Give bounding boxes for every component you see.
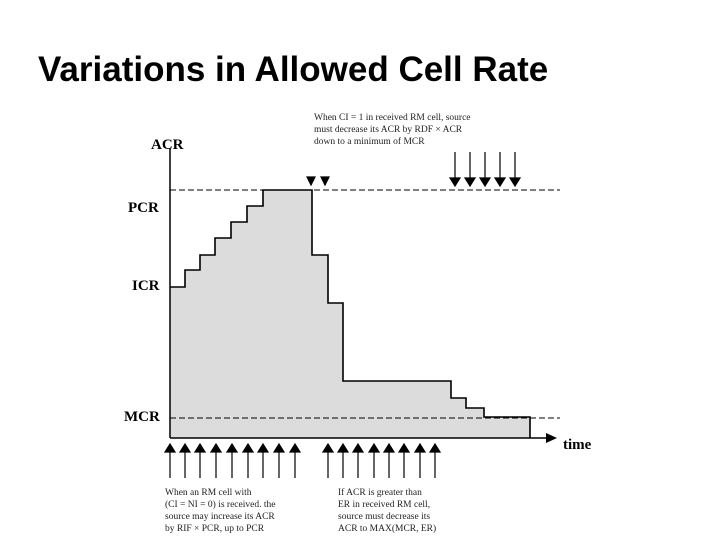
bottom-left-annotation: When an RM cell with (CI = NI = 0) is re… <box>165 488 278 534</box>
er-arrow <box>367 442 381 453</box>
top-annotation-line: must decrease its ACR by RDF × ACR <box>314 125 463 135</box>
bottom-left-annotation-line: source may increase its ACR <box>165 512 275 522</box>
ci-arrow <box>306 176 316 187</box>
rif-arrow <box>241 442 255 453</box>
er-arrow <box>413 442 427 453</box>
slide-title: Variations in Allowed Cell Rate <box>38 50 549 89</box>
rif-arrow <box>193 442 207 453</box>
acr-line <box>170 189 531 438</box>
top-annotation-line: When CI = 1 in received RM cell, source <box>314 113 471 123</box>
bottom-left-annotation-line: by RIF × PCR, up to PCR <box>165 524 265 534</box>
y-axis-label: ACR <box>151 137 184 153</box>
pcr-label: PCR <box>128 200 159 216</box>
mcr-label: MCR <box>124 409 160 425</box>
rif-arrow <box>288 442 302 453</box>
ci-arrow <box>493 177 507 188</box>
bottom-right-annotation-line: ACR to MAX(MCR, ER) <box>338 523 436 534</box>
ci-arrow <box>478 177 492 188</box>
bottom-left-annotation-line: (CI = NI = 0) is received. the <box>165 499 275 510</box>
x-axis-label: time <box>563 437 592 453</box>
bottom-right-annotation-line: source must decrease its <box>338 512 430 522</box>
bottom-right-annotation: If ACR is greater than ER in received RM… <box>338 487 436 534</box>
acr-area <box>170 190 530 438</box>
rif-arrow <box>272 442 286 453</box>
ci-arrow <box>320 176 330 187</box>
er-arrow <box>382 442 396 453</box>
rif-arrow <box>209 442 223 453</box>
ci-arrow <box>463 177 477 188</box>
er-arrow <box>336 442 350 453</box>
rif-arrow <box>256 442 270 453</box>
ci-arrow <box>508 177 522 188</box>
rif-arrow <box>225 442 239 453</box>
bottom-right-annotation-line: ER in received RM cell, <box>338 500 430 510</box>
ci-arrows-group <box>306 152 522 188</box>
ci-arrow <box>448 177 462 188</box>
er-arrow <box>321 442 335 453</box>
x-axis-arrowhead <box>546 433 557 443</box>
top-annotation: When CI = 1 in received RM cell, source … <box>314 113 473 147</box>
rif-arrows-group <box>163 442 302 478</box>
rif-arrow <box>163 442 177 453</box>
rif-arrow <box>178 442 192 453</box>
bottom-left-annotation-line: When an RM cell with <box>165 488 252 498</box>
icr-label: ICR <box>132 278 160 294</box>
top-annotation-line: down to a minimum of MCR <box>314 136 425 147</box>
er-arrows-group <box>321 442 442 478</box>
er-arrow <box>351 442 365 453</box>
bottom-right-annotation-line: If ACR is greater than <box>338 487 422 498</box>
er-arrow <box>397 442 411 453</box>
er-arrow <box>428 442 442 453</box>
